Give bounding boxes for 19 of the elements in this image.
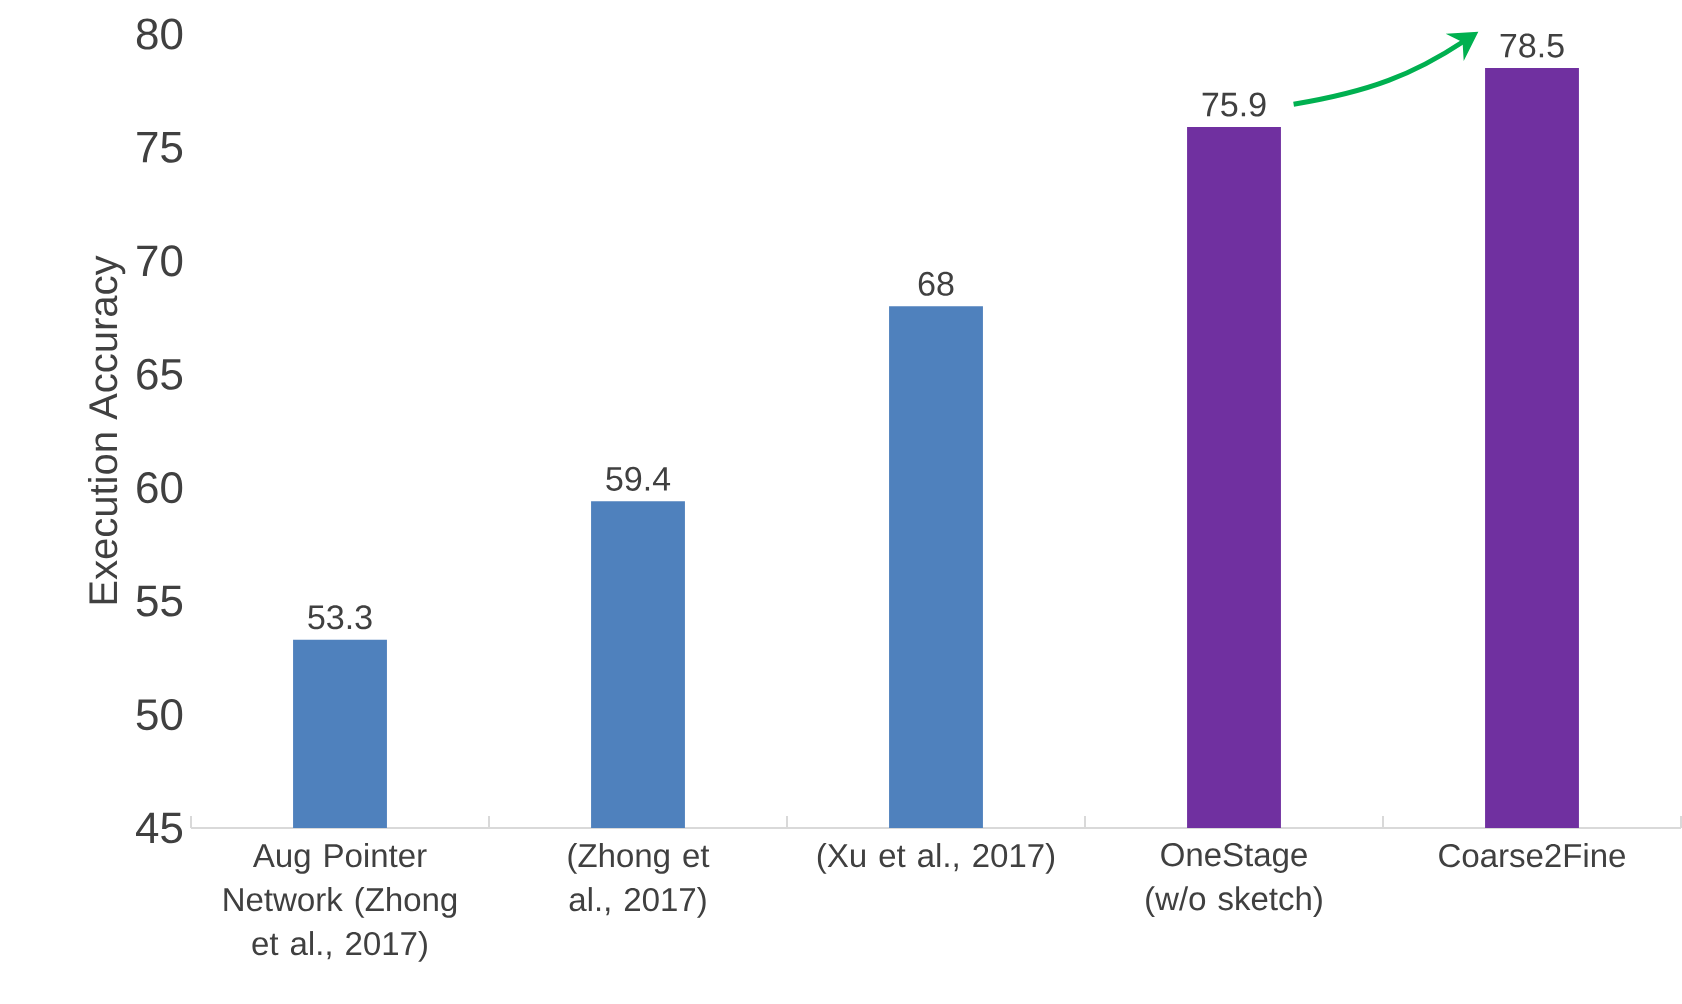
y-axis-title: Execution Accuracy xyxy=(87,255,126,604)
data-label: 75.9 xyxy=(1202,92,1266,117)
y-tick-label: 55 xyxy=(136,585,183,617)
x-tick-label: (Zhong et al., 2017) xyxy=(568,843,710,918)
y-tick-label: 65 xyxy=(137,358,183,390)
y-tick-label: 75 xyxy=(137,132,183,163)
x-tick-label: OneStage (w/o sketch) xyxy=(1146,843,1322,917)
x-tick-label: Coarse2Fine xyxy=(1439,843,1625,868)
y-tick-label: 70 xyxy=(137,245,183,277)
x-tick-label: Aug Pointer Network (Zhong et al., 2017) xyxy=(224,843,457,962)
y-tick-label: 80 xyxy=(136,18,183,50)
data-label: 68 xyxy=(918,271,954,296)
y-tick-label: 45 xyxy=(136,812,183,844)
data-label: 53.3 xyxy=(308,605,372,630)
data-label: 59.4 xyxy=(606,466,671,491)
y-tick-label: 60 xyxy=(137,472,183,504)
y-tick-label: 50 xyxy=(136,698,183,731)
data-label: 78.5 xyxy=(1500,33,1564,58)
x-tick-label: (Xu et al., 2017) xyxy=(817,843,1055,874)
